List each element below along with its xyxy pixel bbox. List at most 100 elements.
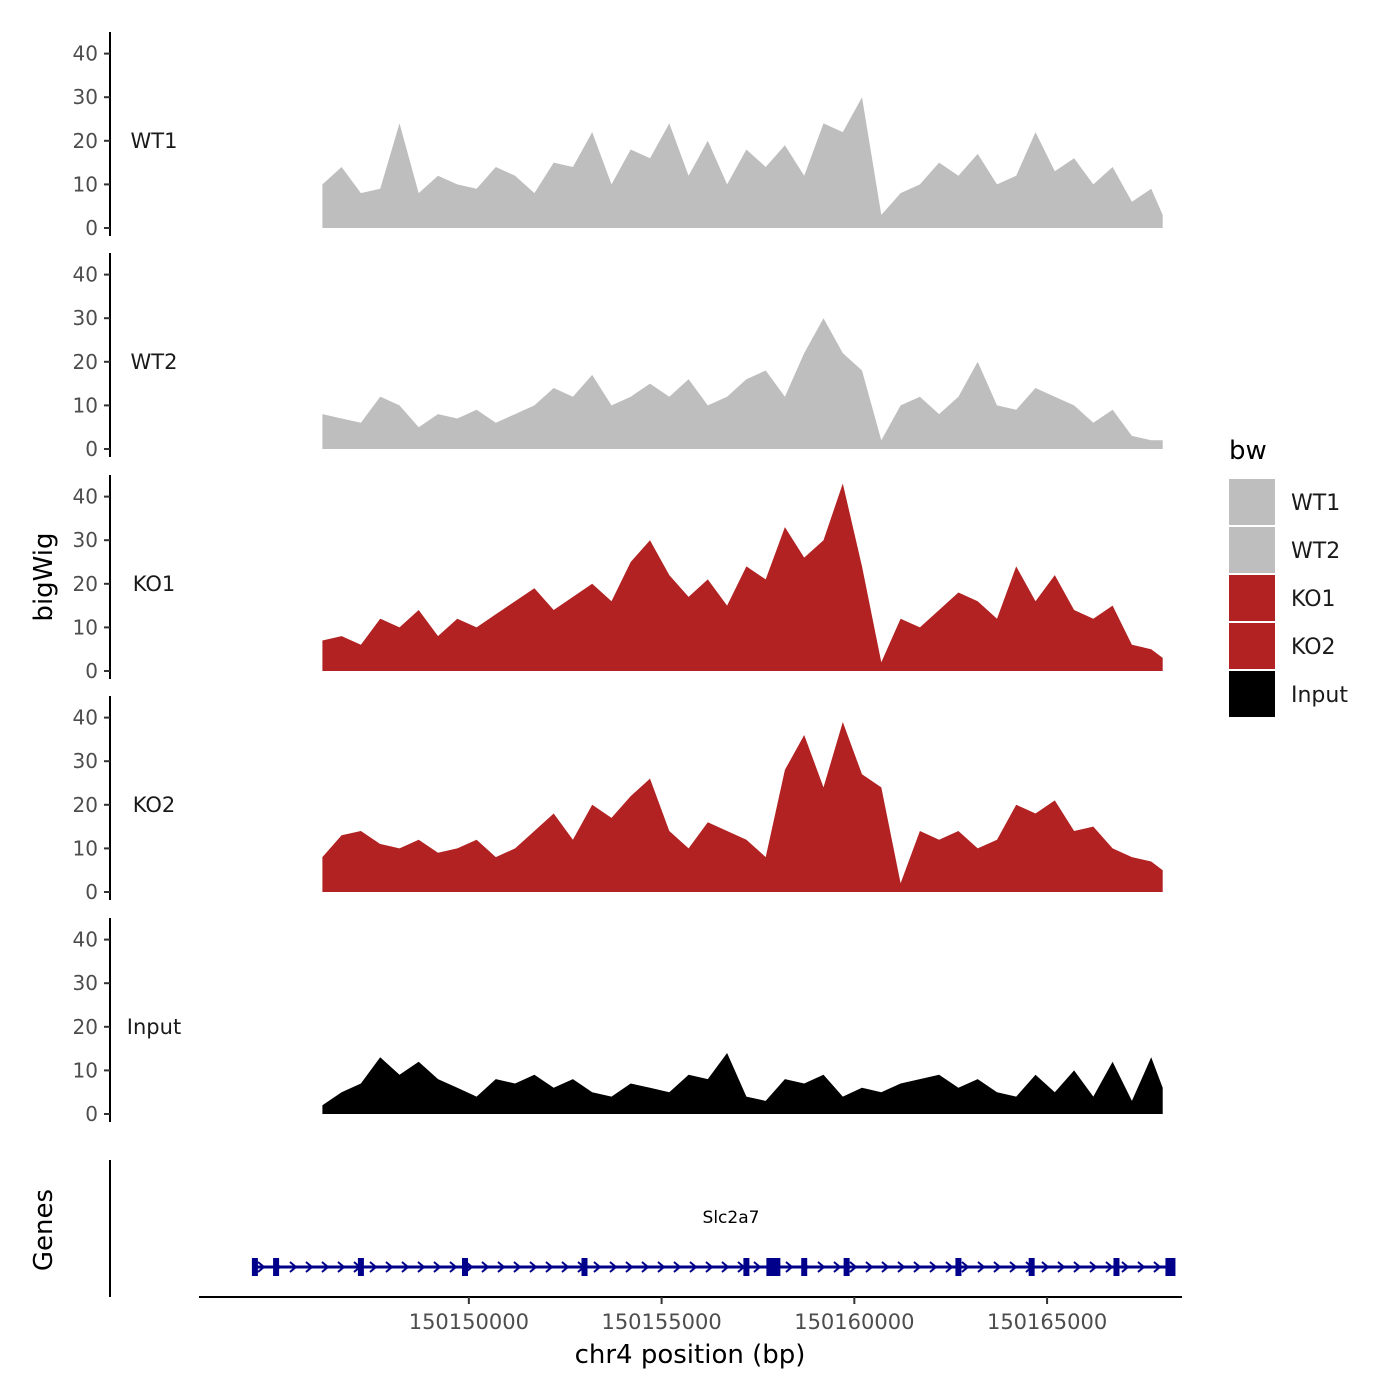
y-tick-label: 30 bbox=[73, 971, 98, 995]
strand-arrow bbox=[289, 1261, 298, 1273]
strand-arrow bbox=[641, 1261, 650, 1273]
strand-arrow bbox=[625, 1261, 634, 1273]
strand-arrow bbox=[609, 1261, 618, 1273]
strand-arrow bbox=[385, 1261, 394, 1273]
strand-arrow bbox=[497, 1261, 506, 1273]
strand-arrow bbox=[929, 1261, 938, 1273]
y-tick-label: 10 bbox=[73, 1058, 98, 1082]
y-tick-label: 10 bbox=[73, 172, 98, 196]
strand-arrow bbox=[369, 1261, 378, 1273]
strand-arrow bbox=[881, 1261, 890, 1273]
y-axis-title: bigWig bbox=[29, 532, 59, 621]
strand-arrow bbox=[1121, 1261, 1130, 1273]
legend-key-wt1 bbox=[1229, 479, 1275, 525]
gene-exon bbox=[801, 1258, 808, 1276]
y-tick-label: 30 bbox=[73, 306, 98, 330]
y-tick-label: 10 bbox=[73, 615, 98, 639]
strand-arrow bbox=[993, 1261, 1002, 1273]
coverage-area-wt2 bbox=[322, 318, 1163, 449]
y-tick-label: 30 bbox=[73, 85, 98, 109]
y-tick-label: 0 bbox=[85, 1102, 98, 1126]
strand-arrow bbox=[1137, 1261, 1146, 1273]
strand-arrow bbox=[1057, 1261, 1066, 1273]
x-tick-label: 150155000 bbox=[601, 1310, 721, 1334]
track-label-ko2: KO2 bbox=[133, 793, 176, 817]
x-tick-label: 150150000 bbox=[409, 1310, 529, 1334]
strand-arrow bbox=[337, 1261, 346, 1273]
strand-arrow bbox=[305, 1261, 314, 1273]
strand-arrow bbox=[593, 1261, 602, 1273]
coverage-area-ko2 bbox=[322, 722, 1163, 892]
x-axis-ticks: 150150000 150155000 150160000 150165000 bbox=[409, 1297, 1107, 1334]
y-tick-label: 0 bbox=[85, 880, 98, 904]
strand-arrow bbox=[1089, 1261, 1098, 1273]
strand-arrow bbox=[945, 1261, 954, 1273]
strand-arrow bbox=[1153, 1261, 1162, 1273]
strand-arrow bbox=[705, 1261, 714, 1273]
gene-exon bbox=[1165, 1258, 1176, 1276]
strand-arrow bbox=[865, 1261, 874, 1273]
gene-exon bbox=[581, 1258, 588, 1276]
genes-panel: Genes Slc2a7 bbox=[29, 1160, 1176, 1297]
x-tick-label: 150165000 bbox=[987, 1310, 1107, 1334]
strand-arrow bbox=[1073, 1261, 1082, 1273]
strand-arrow bbox=[321, 1261, 330, 1273]
y-tick-label: 30 bbox=[73, 528, 98, 552]
gene-exon bbox=[357, 1258, 364, 1276]
gene-exon bbox=[955, 1258, 962, 1276]
strand-arrow bbox=[257, 1261, 266, 1273]
y-tick-label: 40 bbox=[73, 42, 98, 66]
y-tick-label: 20 bbox=[73, 793, 98, 817]
track-label-wt2: WT2 bbox=[131, 350, 178, 374]
strand-arrow bbox=[673, 1261, 682, 1273]
y-tick-label: 30 bbox=[73, 749, 98, 773]
strand-arrow bbox=[433, 1261, 442, 1273]
legend-label-wt2: WT2 bbox=[1291, 539, 1340, 564]
strand-arrow bbox=[529, 1261, 538, 1273]
y-tick-label: 40 bbox=[73, 706, 98, 730]
y-tick-label: 10 bbox=[73, 393, 98, 417]
y-tick-label: 0 bbox=[85, 659, 98, 683]
track-panel-wt1: 0 10 20 30 40 WT1 bbox=[73, 32, 1163, 240]
strand-arrow bbox=[513, 1261, 522, 1273]
strand-arrow bbox=[449, 1261, 458, 1273]
gene-name-label: Slc2a7 bbox=[703, 1208, 760, 1228]
strand-arrow bbox=[833, 1261, 842, 1273]
y-tick-label: 40 bbox=[73, 485, 98, 509]
gene-exon bbox=[1113, 1258, 1120, 1276]
track-panel-ko1: 0 10 20 30 40 KO1 bbox=[73, 475, 1163, 683]
strand-arrow bbox=[961, 1261, 970, 1273]
strand-arrow bbox=[753, 1261, 762, 1273]
gene-exon bbox=[461, 1258, 468, 1276]
x-axis: 150150000 150155000 150160000 150165000 chr… bbox=[199, 1296, 1182, 1370]
gene-exon bbox=[766, 1258, 781, 1276]
genes-panel-title: Genes bbox=[29, 1189, 59, 1271]
track-panel-input: 0 10 20 30 40 Input bbox=[73, 918, 1163, 1126]
x-tick-label: 150160000 bbox=[794, 1310, 914, 1334]
y-tick-label: 10 bbox=[73, 836, 98, 860]
strand-arrow bbox=[785, 1261, 794, 1273]
strand-arrow bbox=[1009, 1261, 1018, 1273]
strand-arrow bbox=[897, 1261, 906, 1273]
track-label-ko1: KO1 bbox=[133, 572, 176, 596]
y-tick-label: 0 bbox=[85, 216, 98, 240]
track-panel-ko2: 0 10 20 30 40 KO2 bbox=[73, 696, 1163, 904]
strand-arrow bbox=[657, 1261, 666, 1273]
y-tick-label: 20 bbox=[73, 572, 98, 596]
track-panels: 0 10 20 30 40 WT1 0 10 20 30 40 WT2 0 10 20 30 40 KO1 0 10 2… bbox=[73, 32, 1163, 1126]
y-tick-label: 20 bbox=[73, 1015, 98, 1039]
gene-exon bbox=[743, 1258, 750, 1276]
gene-exon bbox=[251, 1258, 258, 1276]
legend-label-ko2: KO2 bbox=[1291, 635, 1336, 660]
legend-key-wt2 bbox=[1229, 527, 1275, 573]
track-panel-wt2: 0 10 20 30 40 WT2 bbox=[73, 253, 1163, 461]
x-axis-title: chr4 position (bp) bbox=[575, 1340, 806, 1370]
strand-arrow bbox=[561, 1261, 570, 1273]
strand-arrow bbox=[481, 1261, 490, 1273]
strand-arrow bbox=[401, 1261, 410, 1273]
strand-arrow bbox=[1041, 1261, 1050, 1273]
legend-items: WT1 WT2 KO1 KO2 Input bbox=[1229, 479, 1348, 717]
y-tick-label: 20 bbox=[73, 129, 98, 153]
y-tick-label: 0 bbox=[85, 437, 98, 461]
legend-title: bw bbox=[1229, 436, 1267, 466]
